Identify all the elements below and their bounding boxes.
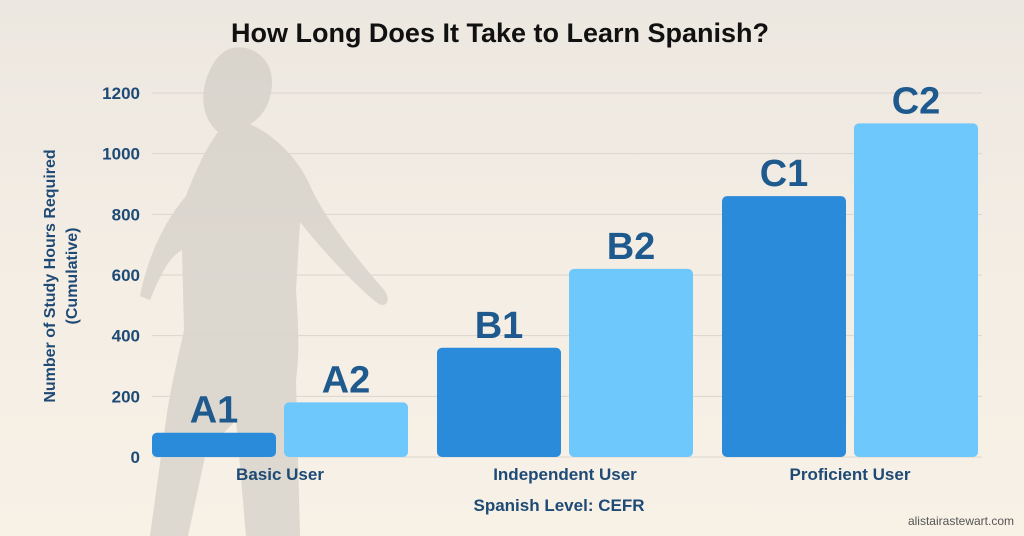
bar-label-c2: C2 (892, 80, 941, 122)
bar-label-b2: B2 (607, 226, 656, 268)
y-tick-label: 400 (112, 327, 140, 346)
watermark: alistairastewart.com (907, 514, 1014, 528)
bar-label-a1: A1 (190, 390, 239, 432)
y-tick-label: 800 (112, 205, 140, 224)
y-tick-label: 200 (112, 387, 140, 406)
bar-a2 (284, 402, 408, 457)
bar-b2 (569, 268, 693, 457)
y-tick-label: 1200 (102, 84, 140, 103)
bar-label-b1: B1 (475, 305, 524, 347)
x-category-label: Independent User (493, 465, 637, 484)
y-tick-label: 600 (112, 266, 140, 285)
y-tick-label: 0 (131, 448, 140, 467)
chart-title: How Long Does It Take to Learn Spanish? (230, 18, 770, 48)
x-category-label: Basic User (236, 465, 324, 484)
bar-b1 (437, 347, 561, 457)
x-axis-title: Spanish Level: CEFR (474, 496, 645, 515)
y-tick-label: 1000 (102, 145, 140, 164)
y-axis-title-sub: (Cumulative) (64, 228, 81, 325)
x-category-label: Proficient User (790, 465, 911, 484)
bar-a1 (152, 432, 276, 457)
bar-label-a2: A2 (322, 359, 371, 401)
walking-person-silhouette (140, 47, 388, 536)
y-axis-title: Number of Study Hours Required (42, 149, 59, 402)
bar-c2 (854, 123, 978, 457)
bar-label-c1: C1 (760, 153, 809, 195)
bar-c1 (722, 196, 846, 457)
